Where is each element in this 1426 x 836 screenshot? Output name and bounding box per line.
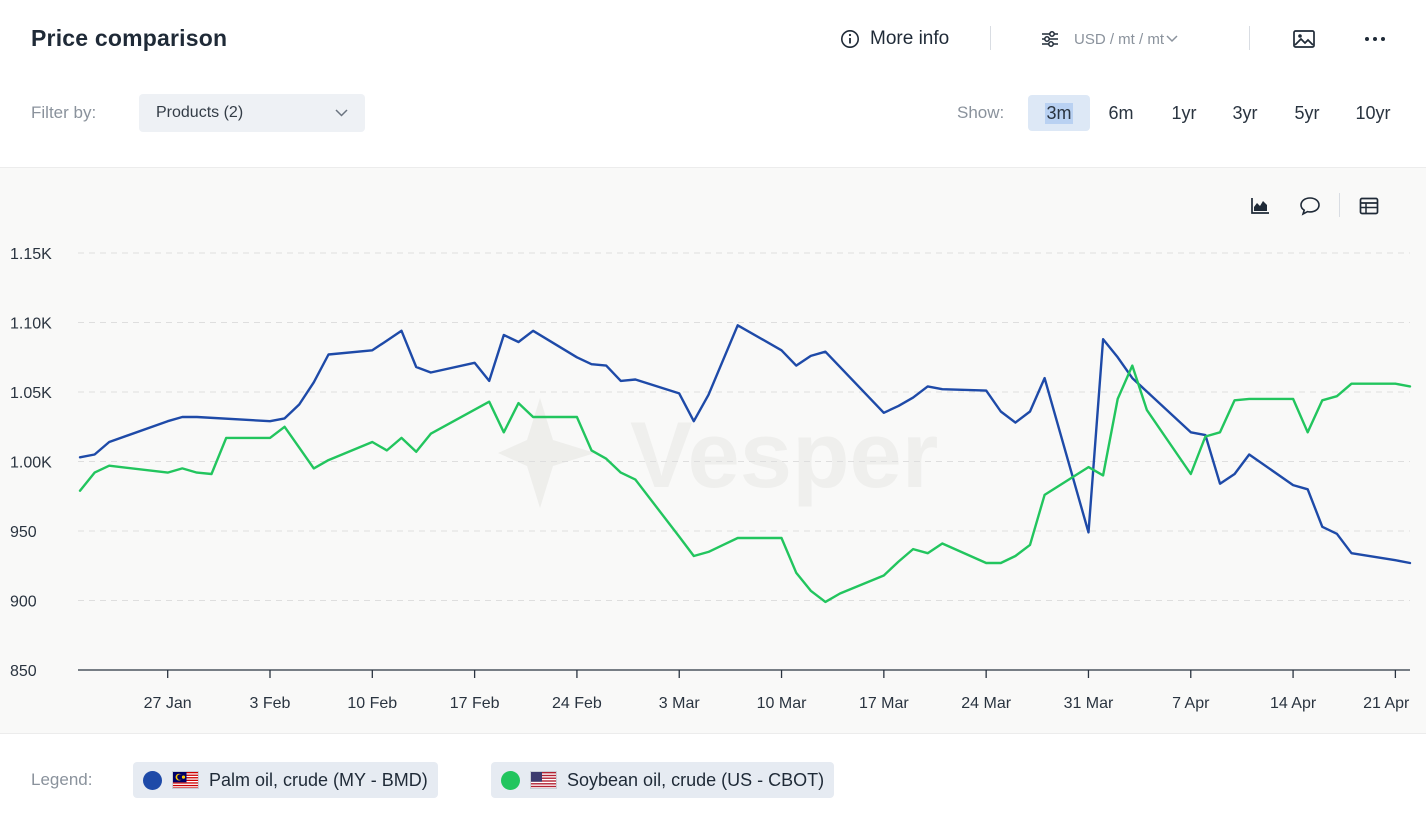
x-tick-label: 27 Jan <box>144 695 192 712</box>
chart-area <box>0 167 1426 734</box>
x-tick-label: 31 Mar <box>1064 695 1114 712</box>
table-icon <box>1359 197 1379 215</box>
range-label: 10yr <box>1355 102 1391 123</box>
header: Price comparison More info USD / mt / mt <box>0 0 1426 80</box>
series-lines <box>78 324 1412 604</box>
range-button-1yr[interactable]: 1yr <box>1160 95 1208 131</box>
product-select[interactable]: Products (2) <box>139 94 365 132</box>
x-tick-label: 10 Feb <box>347 695 397 712</box>
x-axis: 27 Jan 3 Feb 10 Feb 17 Feb 24 Feb 3 Mar 10 Mar… <box>78 669 1410 712</box>
table-view-button[interactable] <box>1356 193 1382 219</box>
range-button-3yr[interactable]: 3yr <box>1220 95 1270 131</box>
annotations-button[interactable] <box>1297 193 1323 219</box>
y-tick-label: 950 <box>10 524 37 541</box>
y-tick-label: 1.10K <box>10 316 52 333</box>
show-label: Show: <box>957 103 1005 122</box>
filter-label: Filter by: <box>31 103 97 122</box>
palm-oil-series-line <box>78 324 1412 565</box>
product-select-value: Products (2) <box>156 104 244 121</box>
chart-tools-divider <box>1339 193 1340 217</box>
unit-select[interactable]: USD / mt / mt <box>1040 26 1178 52</box>
x-tick-label: 14 Apr <box>1270 695 1317 712</box>
x-tick-label: 21 Apr <box>1363 695 1410 712</box>
watermark-logo-mark <box>498 398 595 508</box>
grid-lines <box>78 252 1410 601</box>
range-button-10yr[interactable]: 10yr <box>1346 95 1400 131</box>
range-label: 1yr <box>1171 102 1197 123</box>
range-label: 6m <box>1108 102 1134 123</box>
range-button-3m[interactable]: 3m <box>1028 95 1090 131</box>
legend-item-label: Palm oil, crude (MY - BMD) <box>209 769 428 790</box>
legend-item-label: Soybean oil, crude (US - CBOT) <box>567 769 825 790</box>
header-divider <box>990 26 991 50</box>
more-options-button[interactable] <box>1360 24 1390 54</box>
y-tick-label: 1.05K <box>10 385 52 402</box>
united-states-flag-graphic <box>531 772 556 788</box>
y-tick-label: 900 <box>10 594 37 611</box>
x-tick-label: 3 Mar <box>659 695 701 712</box>
more-info-button[interactable]: More info <box>840 26 949 52</box>
legend-label: Legend: <box>31 770 93 789</box>
range-label: 3m <box>1045 102 1073 124</box>
soybean-oil-series-line <box>78 364 1412 604</box>
area-chart-icon <box>1251 198 1269 214</box>
malaysia-flag-icon <box>172 771 199 789</box>
range-button-6m[interactable]: 6m <box>1096 95 1146 131</box>
chevron-down-icon <box>1166 35 1178 43</box>
legend: Legend: Palm oil, crude (MY - BMD) <box>0 760 1426 800</box>
watermark-text: Vesper <box>630 402 938 507</box>
vesper-watermark: Vesper <box>498 398 938 508</box>
range-label: 5yr <box>1294 102 1320 123</box>
range-label: 3yr <box>1232 102 1258 123</box>
ellipsis-icon <box>1365 37 1385 41</box>
image-export-button[interactable] <box>1289 24 1319 54</box>
malaysia-flag-graphic <box>173 772 198 788</box>
info-icon <box>841 30 859 48</box>
legend-item-soybean-oil[interactable]: Soybean oil, crude (US - CBOT) <box>491 762 835 798</box>
x-tick-label: 7 Apr <box>1172 695 1210 712</box>
legend-color-dot <box>501 770 520 790</box>
page-title: Price comparison <box>31 25 228 51</box>
y-axis: 850 900 950 1.00K 1.05K 1.10K 1.15K <box>10 246 52 680</box>
legend-item-palm-oil[interactable]: Palm oil, crude (MY - BMD) <box>133 762 438 798</box>
range-button-5yr[interactable]: 5yr <box>1282 95 1332 131</box>
x-tick-label: 3 Feb <box>250 695 291 712</box>
x-tick-label: 17 Mar <box>859 695 909 712</box>
x-tick-label: 17 Feb <box>450 695 500 712</box>
x-tick-label: 24 Mar <box>961 695 1011 712</box>
image-icon <box>1293 30 1315 48</box>
comment-icon <box>1300 197 1320 216</box>
filter-row: Filter by: Products (2) Show: 3m 6m 1yr … <box>0 92 1426 136</box>
united-states-flag-icon <box>530 771 557 789</box>
chart-type-button[interactable] <box>1247 193 1273 219</box>
y-tick-label: 1.00K <box>10 455 52 472</box>
x-tick-label: 24 Feb <box>552 695 602 712</box>
x-tick-label: 10 Mar <box>757 695 807 712</box>
more-info-label: More info <box>870 28 950 49</box>
y-tick-label: 1.15K <box>10 246 52 263</box>
legend-color-dot <box>143 770 162 790</box>
y-tick-label: 850 <box>10 663 37 680</box>
header-divider <box>1249 26 1250 50</box>
unit-label: USD / mt / mt <box>1074 30 1164 48</box>
sliders-icon <box>1042 31 1058 47</box>
chevron-down-icon <box>335 109 348 117</box>
